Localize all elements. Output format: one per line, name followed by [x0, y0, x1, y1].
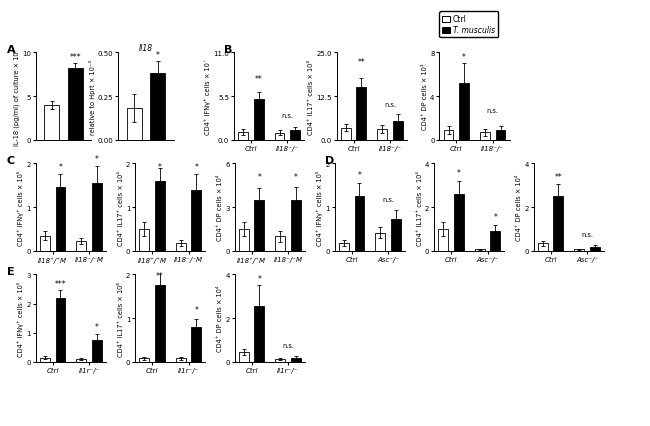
Bar	[341, 128, 351, 141]
Text: D: D	[325, 155, 334, 165]
Bar	[356, 88, 367, 141]
Bar	[40, 236, 50, 251]
Bar	[290, 131, 300, 141]
Text: *: *	[462, 53, 466, 62]
Bar	[391, 220, 401, 251]
Bar	[40, 358, 50, 362]
Legend: Ctrl, T. musculis: Ctrl, T. musculis	[439, 12, 499, 38]
Bar	[76, 242, 86, 251]
Y-axis label: CD4⁺ IFNγ⁺ cells × 10⁵: CD4⁺ IFNγ⁺ cells × 10⁵	[18, 170, 24, 245]
Bar	[454, 195, 464, 251]
Bar	[92, 184, 102, 251]
Y-axis label: CD4⁺ IL17⁺ cells × 10³: CD4⁺ IL17⁺ cells × 10³	[308, 60, 314, 134]
Bar	[76, 359, 86, 362]
Bar	[176, 359, 186, 362]
Bar	[44, 106, 59, 141]
Bar	[239, 352, 249, 362]
Bar	[375, 233, 385, 251]
Text: *: *	[257, 173, 261, 181]
Text: n.s.: n.s.	[382, 196, 394, 202]
Bar	[490, 232, 501, 251]
Bar	[155, 286, 165, 362]
Y-axis label: CD4⁺ IL17⁺ cells × 10⁴: CD4⁺ IL17⁺ cells × 10⁴	[118, 170, 124, 245]
Text: n.s.: n.s.	[282, 342, 294, 348]
Bar	[274, 133, 285, 141]
Y-axis label: CD4⁺ IL17⁺ cells × 10⁶: CD4⁺ IL17⁺ cells × 10⁶	[118, 281, 124, 356]
Bar	[254, 200, 265, 251]
Y-axis label: CD4⁺ IFNγ⁺ cells × 10⁵: CD4⁺ IFNγ⁺ cells × 10⁵	[317, 170, 323, 245]
Text: *: *	[158, 163, 162, 172]
Y-axis label: CD4⁺ IFNγ⁺ cells × 10´: CD4⁺ IFNγ⁺ cells × 10´	[205, 59, 211, 135]
Text: n.s.: n.s.	[281, 112, 293, 118]
Text: ***: ***	[70, 53, 81, 62]
Bar	[92, 340, 102, 362]
Bar	[459, 84, 469, 141]
Text: *: *	[257, 274, 261, 284]
Bar	[68, 69, 83, 141]
Text: n.s.: n.s.	[581, 231, 593, 237]
Title: Il18: Il18	[139, 44, 153, 53]
Y-axis label: relative to Hprt × 10⁻³: relative to Hprt × 10⁻³	[88, 60, 96, 134]
Text: **: **	[156, 271, 164, 280]
Bar	[291, 200, 301, 251]
Bar	[443, 131, 454, 141]
Bar	[291, 358, 301, 362]
Text: n.s.: n.s.	[487, 107, 499, 113]
Bar	[377, 130, 387, 141]
Text: A: A	[6, 45, 15, 55]
Bar	[150, 74, 165, 141]
Bar	[354, 197, 365, 251]
Bar	[191, 327, 202, 362]
Bar	[339, 244, 349, 251]
Bar	[254, 306, 265, 362]
Text: C: C	[6, 155, 14, 165]
Bar	[238, 132, 248, 141]
Bar	[191, 190, 202, 251]
Bar	[275, 360, 285, 362]
Text: *: *	[294, 173, 298, 181]
Y-axis label: IL-18 (pg/ml) of culture × 10²: IL-18 (pg/ml) of culture × 10²	[12, 48, 20, 146]
Text: *: *	[95, 322, 99, 331]
Bar	[139, 230, 150, 251]
Bar	[55, 298, 66, 362]
Y-axis label: CD4⁺ DP cells × 10⁴: CD4⁺ DP cells × 10⁴	[217, 285, 223, 351]
Text: **: **	[255, 75, 263, 83]
Bar	[590, 248, 600, 251]
Y-axis label: CD4⁺ IL17⁺ cells × 10⁴: CD4⁺ IL17⁺ cells × 10⁴	[417, 170, 423, 245]
Text: *: *	[156, 51, 160, 60]
Text: *: *	[58, 163, 62, 172]
Bar	[254, 99, 264, 141]
Text: *: *	[358, 170, 361, 179]
Bar	[275, 237, 285, 251]
Text: *: *	[95, 154, 99, 163]
Text: **: **	[358, 58, 365, 67]
Bar	[393, 121, 403, 141]
Bar	[574, 250, 584, 251]
Bar	[139, 359, 150, 362]
Y-axis label: CD4⁺ DP cells × 10³: CD4⁺ DP cells × 10³	[422, 64, 428, 130]
Text: *: *	[194, 163, 198, 172]
Bar	[538, 244, 548, 251]
Bar	[176, 244, 186, 251]
Bar	[495, 131, 506, 141]
Y-axis label: CD4⁺ DP cells × 10⁴: CD4⁺ DP cells × 10⁴	[516, 175, 522, 241]
Bar	[480, 133, 490, 141]
Bar	[55, 188, 66, 251]
Bar	[553, 197, 564, 251]
Text: E: E	[6, 266, 14, 276]
Text: *: *	[493, 213, 497, 222]
Bar	[127, 109, 142, 141]
Text: *: *	[457, 168, 461, 177]
Text: n.s.: n.s.	[384, 101, 396, 107]
Bar	[155, 181, 165, 251]
Y-axis label: CD4⁺ IFNγ⁺ cells × 10⁵: CD4⁺ IFNγ⁺ cells × 10⁵	[18, 281, 24, 356]
Bar	[239, 230, 249, 251]
Text: *: *	[194, 305, 198, 314]
Bar	[438, 230, 448, 251]
Text: **: **	[554, 173, 562, 181]
Text: B: B	[224, 45, 233, 55]
Y-axis label: CD4⁺ DP cells × 10⁴: CD4⁺ DP cells × 10⁴	[217, 175, 223, 241]
Bar	[474, 250, 485, 251]
Text: ***: ***	[55, 279, 66, 288]
